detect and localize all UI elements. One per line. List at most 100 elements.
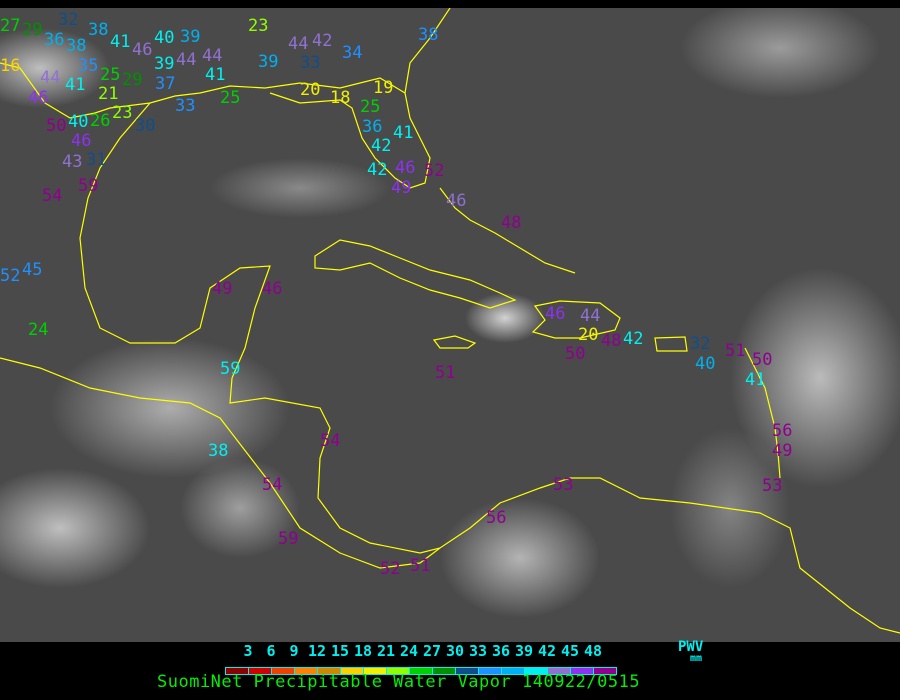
- station-pwv-value: 51: [725, 341, 746, 361]
- legend-tick-label: 9: [289, 642, 299, 660]
- station-pwv-value: 46: [28, 88, 49, 108]
- station-pwv-value: 44: [40, 68, 61, 88]
- legend-tick-label: 42: [537, 642, 557, 660]
- station-pwv-value: 42: [371, 136, 392, 156]
- legend-swatch: [364, 668, 387, 674]
- station-pwv-value: 52: [424, 161, 445, 181]
- station-pwv-value: 54: [320, 431, 341, 451]
- product-title: SuomiNet Precipitable Water Vapor 140922…: [157, 672, 641, 692]
- legend-swatch: [410, 668, 433, 674]
- station-pwv-value: 56: [772, 421, 793, 441]
- station-pwv-value: 59: [78, 176, 99, 196]
- station-pwv-value: 40: [154, 28, 175, 48]
- station-pwv-value: 24: [28, 320, 49, 340]
- station-pwv-value: 36: [44, 30, 65, 50]
- cuba: [314, 239, 517, 309]
- mexico-gulf-coast: [79, 102, 271, 379]
- station-pwv-value: 26: [90, 111, 111, 131]
- station-pwv-value: 44: [176, 50, 197, 70]
- station-pwv-value: 46: [446, 191, 467, 211]
- legend-tick-label: 45: [560, 642, 580, 660]
- station-pwv-value: 54: [262, 475, 283, 495]
- station-pwv-value: 25: [360, 97, 381, 117]
- station-pwv-value: 56: [486, 508, 507, 528]
- station-pwv-value: 41: [745, 370, 766, 390]
- puerto-rico: [654, 336, 688, 352]
- station-pwv-value: 50: [565, 344, 586, 364]
- station-pwv-value: 51: [435, 363, 456, 383]
- station-pwv-value: 29: [122, 70, 143, 90]
- station-pwv-value: 44: [202, 46, 223, 66]
- station-pwv-value: 38: [66, 36, 87, 56]
- station-pwv-value: 39: [258, 52, 279, 72]
- station-pwv-value: 29: [22, 20, 43, 40]
- legend-swatch: [594, 668, 616, 674]
- legend-swatch: [249, 668, 272, 674]
- station-pwv-value: 38: [208, 441, 229, 461]
- station-pwv-value: 20: [578, 325, 599, 345]
- legend-color-bar: [225, 667, 617, 675]
- legend-tick-label: 30: [445, 642, 465, 660]
- station-pwv-value: 53: [553, 475, 574, 495]
- jamaica: [432, 335, 477, 349]
- legend-swatch: [548, 668, 571, 674]
- satellite-imagery: 27 29 32 36 38 38 41 46 40 39 35 16 44 46 41 25 29 21 23 37…: [0, 8, 900, 642]
- bahamas: [439, 187, 576, 274]
- station-pwv-value: 42: [367, 160, 388, 180]
- legend-swatch: [295, 668, 318, 674]
- legend-tick-label: 12: [307, 642, 327, 660]
- station-pwv-value: 48: [601, 331, 622, 351]
- legend-tick-label: 21: [376, 642, 396, 660]
- station-pwv-value: 54: [42, 186, 63, 206]
- legend-swatch: [226, 668, 249, 674]
- station-pwv-value: 23: [112, 103, 133, 123]
- station-pwv-value: 53: [762, 476, 783, 496]
- legend-unit-name: PWV: [678, 639, 704, 655]
- central-america-caribbean: [229, 377, 900, 634]
- station-pwv-value: 44: [580, 306, 601, 326]
- station-pwv-value: 46: [545, 304, 566, 324]
- station-pwv-value: 44: [288, 34, 309, 54]
- station-pwv-value: 32: [690, 334, 711, 354]
- station-pwv-value: 43: [62, 152, 83, 172]
- station-pwv-value: 48: [501, 213, 522, 233]
- legend-tick-label: 36: [491, 642, 511, 660]
- station-pwv-value: 41: [65, 75, 86, 95]
- station-pwv-value: 25: [220, 88, 241, 108]
- legend-tick-label: 27: [422, 642, 442, 660]
- legend-swatch: [525, 668, 548, 674]
- station-pwv-value: 52: [380, 559, 401, 579]
- station-pwv-value: 33: [175, 96, 196, 116]
- station-pwv-value: 46: [71, 131, 92, 151]
- legend-swatch: [479, 668, 502, 674]
- station-pwv-value: 51: [410, 556, 431, 576]
- station-pwv-value: 50: [46, 116, 67, 136]
- station-pwv-value: 38: [418, 25, 439, 45]
- station-pwv-value: 34: [342, 43, 363, 63]
- station-pwv-value: 52: [0, 266, 21, 286]
- legend-swatch: [433, 668, 456, 674]
- legend-swatch: [318, 668, 341, 674]
- coastlines: [0, 8, 900, 634]
- station-pwv-value: 46: [132, 40, 153, 60]
- legend-swatch: [341, 668, 364, 674]
- station-pwv-value: 45: [22, 260, 43, 280]
- station-pwv-value: 38: [88, 20, 109, 40]
- us-gulf-coast: [0, 62, 431, 189]
- station-pwv-value: 49: [391, 178, 412, 198]
- station-pwv-value: 50: [752, 350, 773, 370]
- station-pwv-value: 39: [154, 54, 175, 74]
- lesser-antilles: [744, 347, 781, 479]
- legend-swatch: [387, 668, 410, 674]
- station-pwv-value: 59: [220, 359, 241, 379]
- station-pwv-value: 41: [205, 65, 226, 85]
- hispaniola: [531, 300, 621, 339]
- station-pwv-value: 37: [155, 74, 176, 94]
- station-pwv-value: 25: [100, 65, 121, 85]
- legend-tick-label: 18: [353, 642, 373, 660]
- station-pwv-value: 59: [278, 529, 299, 549]
- station-pwv-value: 41: [393, 123, 414, 143]
- station-pwv-value: 42: [623, 329, 644, 349]
- station-pwv-value: 30: [135, 116, 156, 136]
